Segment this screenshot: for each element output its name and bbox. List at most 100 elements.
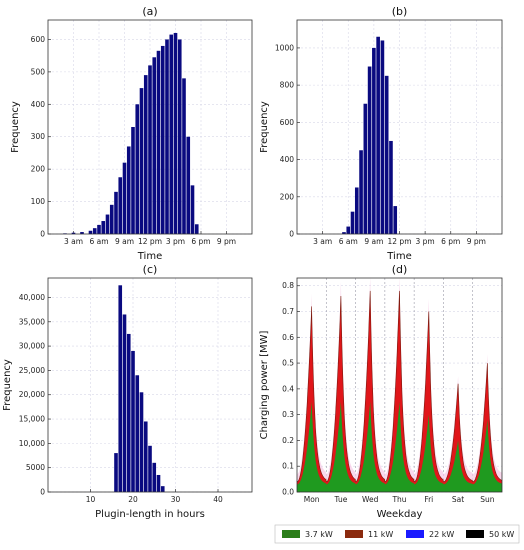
- bar: [80, 232, 84, 234]
- area-3-7kW: [297, 401, 502, 492]
- x-tick-label: Thu: [391, 495, 406, 504]
- total-outline: [296, 290, 503, 482]
- bar: [118, 177, 123, 234]
- x-tick-label: 9 pm: [467, 237, 486, 246]
- bar: [342, 232, 346, 234]
- bar: [354, 187, 359, 234]
- bar: [131, 350, 135, 492]
- x-tick-label: Fri: [424, 495, 433, 504]
- y-tick-label: 400: [31, 100, 46, 109]
- x-tick-label: 30: [171, 495, 181, 504]
- bar: [376, 36, 380, 234]
- y-axis-label: Charging power [MW]: [259, 331, 270, 440]
- y-tick-label: 600: [280, 118, 295, 127]
- bar: [359, 150, 363, 234]
- y-tick-label: 40,000: [19, 293, 45, 302]
- bar: [97, 224, 101, 234]
- x-axis-label: Plugin-length in hours: [95, 509, 205, 520]
- y-tick-label: 600: [31, 35, 46, 44]
- y-axis-label: Frequency: [10, 101, 21, 153]
- bar: [367, 66, 372, 235]
- y-tick-label: 0.2: [282, 436, 294, 445]
- y-tick-label: 100: [31, 197, 46, 206]
- bar: [126, 146, 131, 234]
- bar: [139, 392, 144, 492]
- y-tick-label: 0: [289, 230, 294, 239]
- bar: [363, 103, 368, 234]
- bar: [122, 162, 127, 234]
- y-tick-label: 0.6: [282, 333, 294, 342]
- bar: [152, 462, 157, 492]
- x-tick-label: 10: [86, 495, 96, 504]
- y-tick-label: 0: [40, 488, 45, 497]
- plot-border: [296, 19, 503, 235]
- y-axis-label: Frequency: [2, 359, 13, 411]
- bar: [92, 228, 97, 234]
- bar: [165, 39, 169, 234]
- bar: [190, 185, 195, 234]
- y-tick-label: 15,000: [19, 415, 45, 424]
- plot-border: [47, 19, 253, 235]
- x-tick-label: Sun: [480, 495, 495, 504]
- x-axis-label: Time: [386, 251, 411, 262]
- bar: [156, 50, 161, 234]
- legend-label: 11 kW: [368, 530, 393, 539]
- y-tick-label: 35,000: [19, 317, 45, 326]
- y-tick-label: 10,000: [19, 439, 45, 448]
- x-tick-label: 3 pm: [166, 237, 185, 246]
- panel-title: (a): [142, 5, 157, 18]
- y-tick-label: 800: [280, 81, 295, 90]
- bar: [169, 34, 174, 234]
- bar: [389, 140, 393, 234]
- y-tick-label: 0.3: [282, 410, 294, 419]
- bar: [131, 127, 135, 234]
- y-tick-label: 0.5: [282, 359, 294, 368]
- y-axis-label: Frequency: [259, 101, 270, 153]
- bar: [148, 65, 152, 234]
- x-tick-label: 20: [128, 495, 138, 504]
- legend-box: [274, 524, 520, 544]
- panel-d-area-chart: (d) Charging power [MW] Weekday 0.0 0.1 0.2 0.…: [259, 263, 503, 520]
- y-tick-label: 0.7: [282, 307, 294, 316]
- legend-swatch: [466, 530, 484, 538]
- bar: [182, 78, 186, 234]
- legend-label: 3.7 kW: [305, 530, 333, 539]
- bar: [114, 453, 118, 492]
- bar: [105, 214, 110, 234]
- bar: [160, 45, 165, 234]
- panel-title: (d): [392, 263, 408, 276]
- y-tick-label: 20,000: [19, 390, 45, 399]
- bar: [139, 88, 144, 234]
- x-tick-label: 40: [213, 495, 223, 504]
- y-tick-label: 200: [280, 192, 295, 201]
- x-axis-label: Time: [137, 251, 162, 262]
- bar: [118, 285, 123, 492]
- bar: [372, 47, 376, 235]
- y-tick-label: 0.0: [282, 488, 294, 497]
- y-tick-label: 25,000: [19, 366, 45, 375]
- panel-c-histogram: (c) Frequency Plugin-length in hours 0 5000 1…: [2, 263, 253, 520]
- x-tick-label: Wed: [362, 495, 379, 504]
- x-tick-label: 6 pm: [191, 237, 210, 246]
- legend-label: 22 kW: [429, 530, 454, 539]
- y-tick-label: 1000: [275, 43, 294, 52]
- bar: [71, 232, 76, 234]
- y-tick-label: 500: [31, 67, 46, 76]
- y-tick-label: 400: [280, 155, 295, 164]
- x-tick-label: 6 pm: [441, 237, 460, 246]
- bar: [114, 191, 118, 234]
- panel-title: (c): [143, 263, 158, 276]
- x-tick-label: Mon: [304, 495, 320, 504]
- bar: [101, 221, 106, 234]
- x-tick-label: 9 am: [364, 237, 383, 246]
- y-tick-label: 30,000: [19, 342, 45, 351]
- x-tick-label: 12 pm: [138, 237, 162, 246]
- legend: 3.7 kW 11 kW 22 kW 50 kW: [274, 524, 520, 544]
- x-tick-label: Sat: [452, 495, 464, 504]
- bar: [143, 75, 148, 234]
- panel-a-histogram: (a) Frequency Time 0 100 200 300 400 500 600 3 am 6…: [10, 5, 253, 262]
- bar: [109, 204, 114, 234]
- bar: [126, 333, 131, 492]
- plot-border: [47, 277, 253, 493]
- legend-swatch: [406, 530, 424, 538]
